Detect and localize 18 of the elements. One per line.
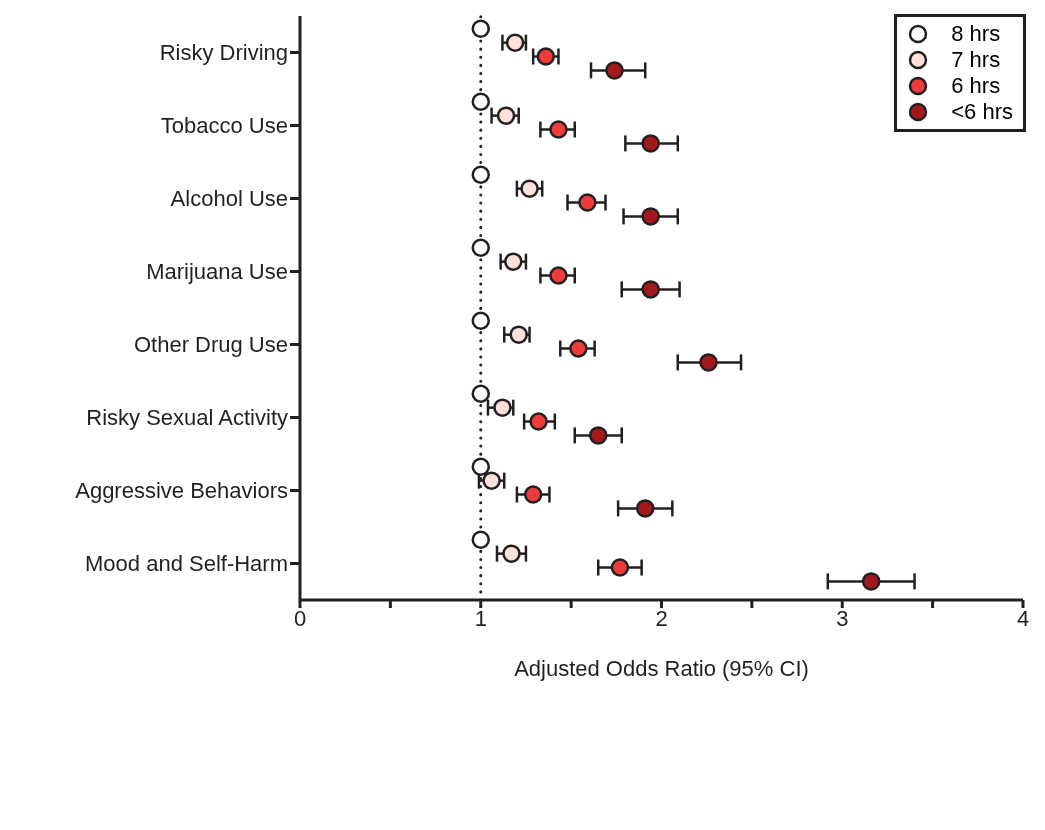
y-tick-label: Marijuana Use: [146, 259, 288, 285]
x-tick-label: 1: [474, 605, 487, 631]
legend-label: <6 hrs: [951, 99, 1013, 125]
y-tick-label: Mood and Self-Harm: [85, 551, 288, 577]
y-tick-label: Risky Driving: [159, 40, 288, 66]
x-tick-label: 3: [836, 605, 849, 631]
y-tick-label: Aggressive Behaviors: [75, 478, 288, 504]
y-tick-label: Risky Sexual Activity: [86, 405, 288, 431]
y-tick-label: Tobacco Use: [160, 113, 288, 139]
y-tick-label: Other Drug Use: [133, 332, 288, 358]
y-tick-label: Alcohol Use: [170, 186, 288, 212]
x-tick-label: 4: [1016, 605, 1030, 631]
legend-label: 8 hrs: [951, 21, 1001, 47]
legend-label: 6 hrs: [951, 73, 1001, 99]
x-axis-title: Adjusted Odds Ratio (95% CI): [514, 656, 809, 681]
x-tick-label: 2: [655, 605, 668, 631]
legend-label: 7 hrs: [951, 47, 1001, 73]
x-tick-label: 0: [293, 605, 307, 631]
